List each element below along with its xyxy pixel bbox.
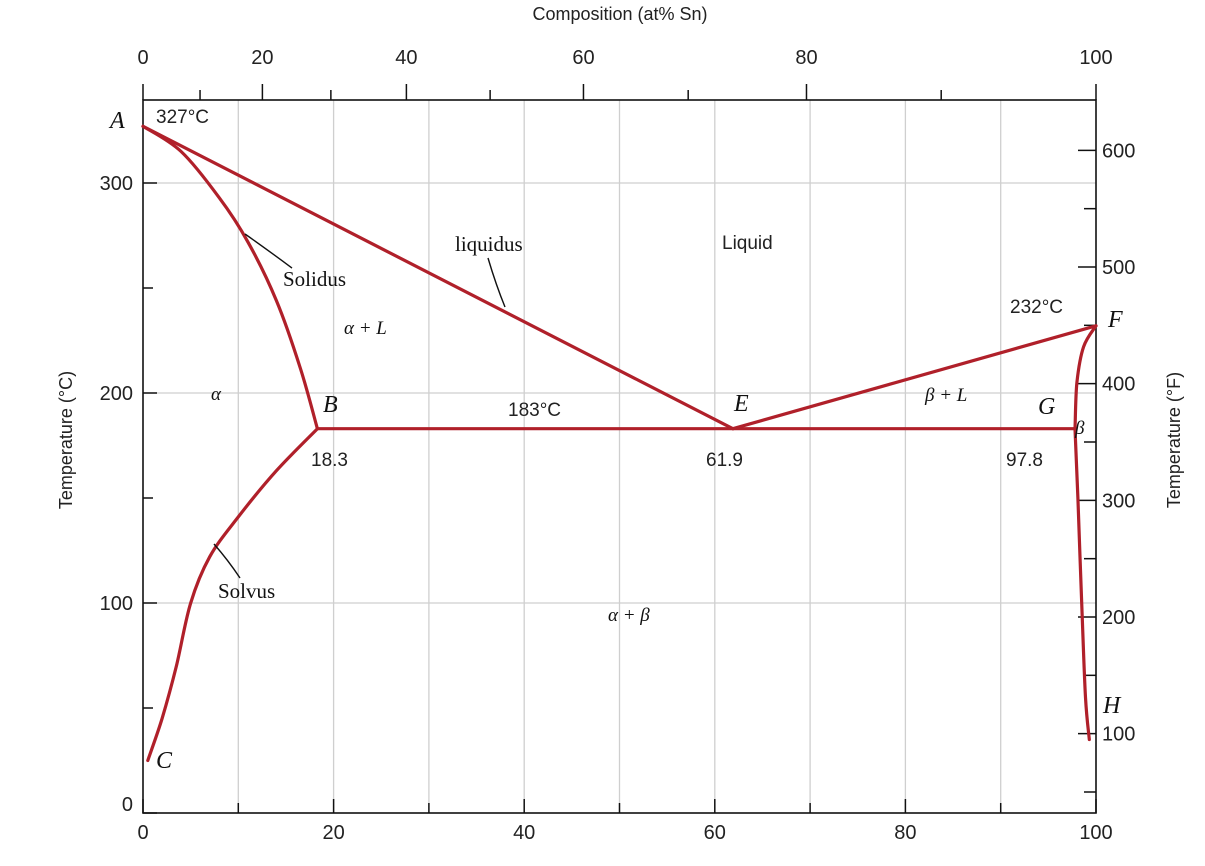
point-label-a: A — [108, 108, 125, 134]
left-tick-label-300: 300 — [100, 173, 133, 195]
composition-g-label: 97.8 — [1006, 450, 1043, 471]
right-tick-label-600: 600 — [1102, 140, 1135, 162]
region-beta-liquid-label: β + L — [924, 385, 967, 406]
liquidus-alpha-curve — [141, 124, 735, 431]
left-tick-label-0: 0 — [122, 794, 133, 816]
region-alpha-label: α — [211, 384, 222, 405]
bottom-tick-label-0: 0 — [137, 822, 148, 844]
liquidus-label: liquidus — [455, 232, 523, 256]
bottom-tick-label-60: 60 — [704, 822, 726, 844]
right-tick-label-100: 100 — [1102, 724, 1135, 746]
region-liquid-label: Liquid — [722, 233, 773, 254]
point-label-b: B — [323, 392, 338, 418]
solvus-beta-curve — [1073, 427, 1091, 742]
grid-lines — [143, 100, 1096, 813]
leader-lines — [213, 233, 506, 579]
point-label-c: C — [156, 748, 173, 774]
liquidus-leader-line — [487, 257, 506, 308]
top-tick-label-20: 20 — [251, 47, 273, 69]
plot-frame — [142, 99, 1097, 814]
melting-temp-pb-label: 327°C — [156, 107, 209, 128]
composition-b-label: 18.3 — [311, 450, 348, 471]
right-axis-title: Temperature (°F) — [1164, 372, 1184, 508]
solvus-leader-line — [213, 543, 241, 579]
bottom-tick-label-80: 80 — [894, 822, 916, 844]
eutectic-temp-label: 183°C — [508, 400, 561, 421]
left-tick-label-200: 200 — [100, 383, 133, 405]
point-label-e: E — [733, 391, 749, 417]
bottom-tick-label-100: 100 — [1079, 822, 1112, 844]
top-tick-label-40: 40 — [395, 47, 417, 69]
right-tick-label-400: 400 — [1102, 374, 1135, 396]
bottom-tick-label-40: 40 — [513, 822, 535, 844]
solidus-leader-line — [244, 233, 293, 269]
point-label-f: F — [1107, 307, 1123, 333]
solidus-beta-curve — [1073, 324, 1098, 431]
region-alpha-beta-label: α + β — [608, 605, 650, 626]
solvus-alpha-curve — [146, 427, 319, 763]
top-tick-label-100: 100 — [1079, 47, 1112, 69]
composition-e-label: 61.9 — [706, 450, 743, 471]
solidus-curve — [141, 124, 319, 431]
region-alpha-liquid-label: α + L — [344, 318, 387, 339]
solvus-label: Solvus — [218, 579, 275, 603]
liquidus-beta-curve — [731, 324, 1098, 431]
top-axis-title: Composition (at% Sn) — [532, 4, 707, 24]
phase-boundaries — [141, 124, 1098, 763]
left-tick-label-100: 100 — [100, 593, 133, 615]
right-tick-label-200: 200 — [1102, 607, 1135, 629]
left-axis-title: Temperature (°C) — [56, 371, 76, 509]
right-tick-label-300: 300 — [1102, 490, 1135, 512]
right-tick-label-500: 500 — [1102, 257, 1135, 279]
top-tick-label-0: 0 — [137, 47, 148, 69]
top-tick-label-80: 80 — [795, 47, 817, 69]
solidus-label: Solidus — [283, 267, 346, 291]
region-beta-label: β — [1074, 418, 1085, 439]
point-label-g: G — [1038, 394, 1055, 420]
top-tick-label-60: 60 — [572, 47, 594, 69]
bottom-tick-label-20: 20 — [322, 822, 344, 844]
melting-temp-sn-label: 232°C — [1010, 297, 1063, 318]
point-label-h: H — [1102, 693, 1122, 719]
